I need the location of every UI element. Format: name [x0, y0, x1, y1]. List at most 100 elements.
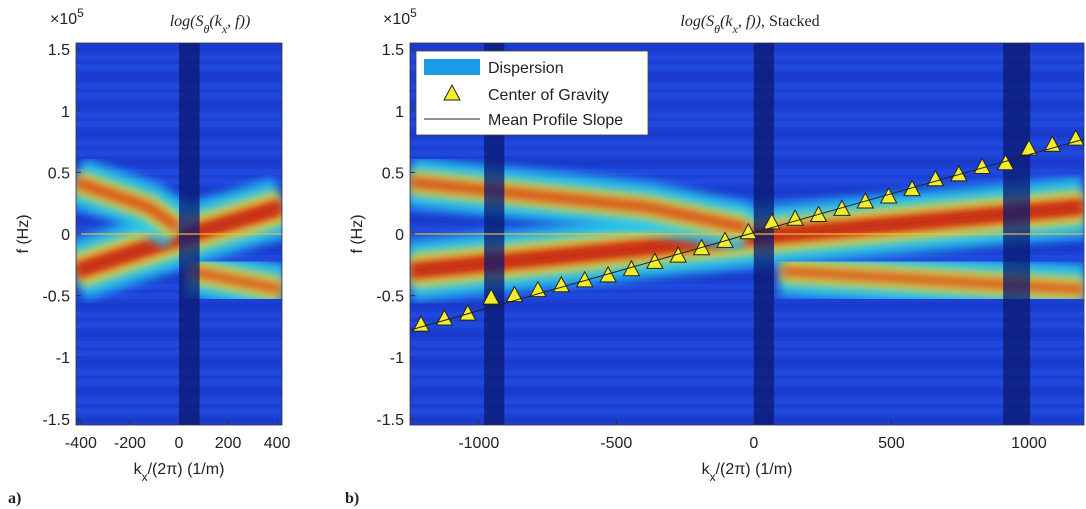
- y-axis-label: f (Hz): [349, 214, 366, 253]
- cog-marker: [482, 288, 500, 305]
- chart-title: log(Sθ(kx, f)): [170, 13, 251, 36]
- legend-label: Center of Gravity: [488, 87, 609, 104]
- texture: [410, 369, 1084, 376]
- texture: [410, 54, 1084, 61]
- text-part: k: [134, 461, 143, 478]
- cog-marker: [1066, 129, 1085, 146]
- text-part: Stacked: [765, 13, 820, 30]
- x-tick-label: -200: [114, 435, 146, 452]
- y-tick-label: -1.5: [376, 412, 404, 429]
- y-tick-label: 0: [61, 227, 70, 244]
- y-scale: ×105: [383, 6, 417, 28]
- text-part: /(2π) (1/m): [148, 461, 225, 478]
- y-tick-label: -0.5: [42, 289, 70, 306]
- legend-swatch: [424, 59, 480, 75]
- text-part: k: [702, 461, 711, 478]
- x-tick-label: 200: [215, 435, 242, 452]
- texture: [410, 407, 1084, 414]
- texture: [410, 359, 1084, 366]
- y-scale-exp: 5: [410, 6, 417, 20]
- x-axis-label: kx/(2π) (1/m): [702, 461, 793, 484]
- text-part: log(S: [680, 13, 714, 30]
- panel-label: b): [345, 490, 359, 507]
- texture: [410, 197, 1084, 204]
- text-part: x: [221, 22, 228, 36]
- text-part: /(2π) (1/m): [716, 461, 793, 478]
- x-tick-label: 400: [264, 435, 291, 452]
- texture: [410, 273, 1084, 280]
- y-scale: ×105: [50, 6, 84, 28]
- texture: [410, 188, 1084, 195]
- text-part: (k: [720, 13, 733, 30]
- y-scale-exp: 5: [77, 6, 84, 20]
- y-axis-label: f (Hz): [15, 214, 32, 253]
- y-tick-label: 1.5: [382, 42, 404, 59]
- texture: [410, 140, 1084, 147]
- slope-line: [409, 138, 1085, 331]
- texture: [410, 293, 1084, 300]
- texture: [410, 379, 1084, 386]
- legend-label: Dispersion: [488, 60, 564, 77]
- x-tick-label: -500: [600, 435, 632, 452]
- texture: [410, 321, 1084, 328]
- y-tick-label: 1: [395, 104, 404, 121]
- y-tick-label: -0.5: [376, 289, 404, 306]
- texture: [410, 331, 1084, 338]
- text-part: θ: [714, 22, 720, 36]
- x-tick-label: 0: [175, 435, 184, 452]
- legend-label: Mean Profile Slope: [488, 112, 623, 129]
- texture: [410, 73, 1084, 80]
- y-tick-label: 0.5: [48, 165, 70, 182]
- y-tick-label: -1: [56, 350, 70, 367]
- texture: [410, 178, 1084, 185]
- x-axis-label: kx/(2π) (1/m): [134, 461, 225, 484]
- texture: [410, 159, 1084, 166]
- texture: [410, 82, 1084, 89]
- x-tick-label: 500: [878, 435, 905, 452]
- cog-marker: [762, 212, 781, 230]
- text-part: , f)): [227, 13, 250, 30]
- texture: [410, 44, 1084, 51]
- text-part: log(S: [170, 13, 204, 30]
- cog-marker: [1043, 135, 1062, 152]
- texture: [410, 388, 1084, 395]
- y-tick-label: 0.5: [382, 165, 404, 182]
- chart-title: log(Sθ(kx, f)), Stacked: [680, 13, 819, 36]
- cog-marker: [412, 315, 430, 332]
- texture: [410, 398, 1084, 405]
- texture: [410, 417, 1084, 424]
- panel-label: a): [8, 490, 21, 507]
- ridge: [76, 181, 180, 229]
- y-scale-base: ×10: [383, 11, 410, 28]
- heatmap: [76, 43, 282, 425]
- texture: [410, 102, 1084, 109]
- y-tick-label: -1.5: [42, 412, 70, 429]
- texture: [410, 149, 1084, 156]
- texture: [410, 168, 1084, 175]
- text-part: x: [710, 470, 716, 484]
- cog-marker: [505, 285, 524, 303]
- x-tick-label: 0: [749, 435, 758, 452]
- texture: [410, 340, 1084, 347]
- ridge: [189, 269, 282, 291]
- y-scale-base: ×10: [50, 11, 77, 28]
- texture: [410, 130, 1084, 137]
- y-tick-label: -1: [390, 350, 404, 367]
- text-part: θ: [204, 22, 210, 36]
- texture: [410, 302, 1084, 309]
- ridge: [780, 269, 1084, 291]
- x-tick-label: 1000: [1011, 435, 1047, 452]
- texture: [410, 121, 1084, 128]
- texture: [410, 350, 1084, 357]
- y-tick-label: 1: [61, 104, 70, 121]
- text-part: x: [732, 22, 739, 36]
- texture: [410, 92, 1084, 99]
- texture: [410, 312, 1084, 319]
- cog-marker: [786, 209, 804, 226]
- x-tick-label: -1000: [458, 435, 499, 452]
- cog-marker: [669, 246, 688, 263]
- legend-marker: [443, 83, 461, 101]
- text-part: (k: [209, 13, 222, 30]
- texture: [410, 63, 1084, 70]
